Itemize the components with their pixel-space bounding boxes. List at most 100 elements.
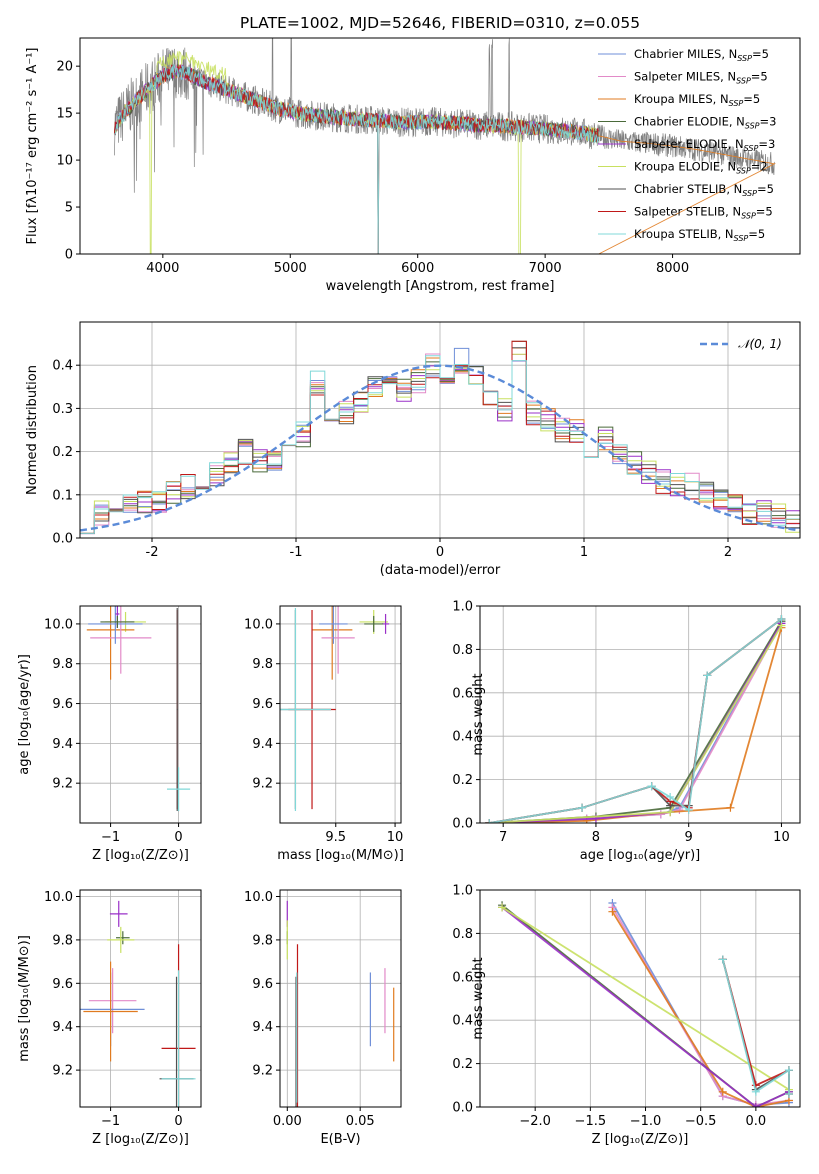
series-kroupa-elodie xyxy=(489,625,783,823)
y-tick-label: 9.4 xyxy=(252,737,273,752)
y-tick-label: 0 xyxy=(65,248,73,263)
x-tick-label: 0 xyxy=(174,1114,182,1129)
x-tick-label: 5000 xyxy=(274,261,307,276)
y-tick-label: 9.8 xyxy=(52,933,73,948)
y-tick-label: 0.8 xyxy=(452,643,473,658)
x-axis-label: age [log₁₀(age/yr)] xyxy=(580,848,701,863)
axes-frame xyxy=(279,605,402,824)
errorbar-chabrier-stelib xyxy=(176,607,178,812)
y-tick-label: 1.0 xyxy=(452,884,473,899)
y-tick-label: 9.6 xyxy=(52,697,73,712)
y-tick-label: 9.2 xyxy=(252,777,273,792)
errorbar-salpeter-elodie xyxy=(382,613,390,634)
series-point xyxy=(784,1089,793,1098)
plot-area-mass_vs_EBV xyxy=(286,900,395,1107)
y-tick-label: 20 xyxy=(56,60,73,75)
y-tick-label: 9.8 xyxy=(252,933,273,948)
legend-label-part: Salpeter STELIB, N xyxy=(634,205,741,219)
y-tick-label: 0.4 xyxy=(452,1014,473,1029)
plot-area-massweight_vs_age xyxy=(485,615,786,823)
y-tick-label: 10 xyxy=(56,154,73,169)
x-tick-label: −0.5 xyxy=(685,1114,717,1129)
legend-label: Kroupa ELODIE, NSSP=2 xyxy=(634,160,768,176)
legend-label: Salpeter STELIB, NSSP=5 xyxy=(634,205,773,221)
y-tick-label: 5 xyxy=(65,201,73,216)
x-tick-label: 0.05 xyxy=(346,1114,375,1129)
y-tick-label: 0.4 xyxy=(52,359,73,374)
errorbar-kroupa-stelib xyxy=(280,607,332,812)
axes-frame xyxy=(79,889,202,1108)
errorbar-chabrier-elodie xyxy=(116,931,130,945)
y-tick-label: 9.4 xyxy=(52,1020,73,1035)
legend-label-part: =5 xyxy=(748,227,765,241)
axes-frame xyxy=(79,605,202,824)
y-tick-label: 10.0 xyxy=(44,617,73,632)
legend-label-part: SSP xyxy=(734,234,749,243)
series-point xyxy=(582,816,591,823)
x-tick-label: 1 xyxy=(580,545,588,560)
y-tick-label: 10.0 xyxy=(244,617,273,632)
legend-label: Chabrier MILES, NSSP=5 xyxy=(634,47,769,63)
errorbar-kroupa-stelib xyxy=(161,970,196,1107)
legend-label: 𝒩(0, 1) xyxy=(738,337,782,351)
errorbar-salpeter-miles xyxy=(321,606,355,674)
x-tick-label: -2 xyxy=(146,545,159,560)
legend-label-part: SSP xyxy=(744,144,759,153)
x-tick-label: 10 xyxy=(387,830,404,845)
legend-label-part: Chabrier STELIB, N xyxy=(634,182,742,196)
x-tick-label: 0.00 xyxy=(273,1114,302,1129)
x-axis-label: mass [log₁₀(M/M⊙)] xyxy=(277,848,404,863)
errorbar-salpeter-elodie xyxy=(109,900,128,927)
panel-residuals: -2 -1 0 1 2 0.0 0.1 0.2 0.3 0.4 (data-model)/error… xyxy=(25,321,801,578)
y-tick-label: 9.2 xyxy=(252,1064,273,1079)
series-point xyxy=(498,903,507,912)
y-tick-label: 0.2 xyxy=(452,1057,473,1072)
y-tick-label: 0.6 xyxy=(452,970,473,985)
legend-label-part: Kroupa MILES, N xyxy=(634,92,729,106)
panel-massweight_vs_Z: −2.0 −1.5 −1.0 −0.5 0.0 0.0 0.2 0.4 0.6 0.8 1.0 Z [… xyxy=(452,884,801,1147)
y-tick-label: 0.3 xyxy=(52,402,73,417)
x-tick-label: 4000 xyxy=(146,261,179,276)
y-tick-label: 0.0 xyxy=(52,532,73,547)
y-tick-label: 9.4 xyxy=(52,737,73,752)
y-tick-label: 0.2 xyxy=(52,445,73,460)
series-point xyxy=(675,805,684,814)
series-point xyxy=(751,1087,760,1096)
legend-label-part: =5 xyxy=(751,70,768,84)
y-tick-label: 0.1 xyxy=(52,488,73,503)
plot-area-age_vs_Z xyxy=(86,606,191,812)
errorbar-kroupa-miles xyxy=(83,961,138,1062)
y-tick-label: 9.6 xyxy=(252,977,273,992)
x-axis-label: Z [log₁₀(Z/Z⊙)] xyxy=(592,1132,689,1147)
series-point xyxy=(718,955,727,964)
plot-area-spectrum xyxy=(113,38,776,254)
x-axis-label: wavelength [Angstrom, rest frame] xyxy=(326,279,555,294)
x-tick-label: 8 xyxy=(592,830,600,845)
legend-label-part: SSP xyxy=(729,99,744,108)
series-point xyxy=(751,1103,760,1107)
legend-label-part: Kroupa ELODIE, N xyxy=(634,160,736,174)
panel-age_vs_Z: −1 0 9.2 9.4 9.6 9.8 10.0 Z [log₁₀(Z/Z⊙)] age [l… xyxy=(17,605,202,863)
legend-label: Kroupa STELIB, NSSP=5 xyxy=(634,227,765,243)
y-tick-label: 9.6 xyxy=(52,977,73,992)
x-tick-label: 0 xyxy=(174,830,182,845)
legend-label: Kroupa MILES, NSSP=5 xyxy=(634,92,760,108)
y-tick-label: 15 xyxy=(56,107,73,122)
x-axis-label: (data-model)/error xyxy=(380,563,501,578)
y-tick-label: 0.0 xyxy=(452,1101,473,1116)
model-spectrum-kroupa-stelib xyxy=(114,64,599,254)
y-tick-label: 9.4 xyxy=(252,1020,273,1035)
legend-label-part: =5 xyxy=(743,92,760,106)
legend-label-part: SSP xyxy=(737,54,752,63)
errorbar-kroupa-stelib xyxy=(167,767,191,812)
series-point xyxy=(578,803,587,812)
panel-age_vs_mass: 9.5 10 9.2 9.4 9.6 9.8 10.0 mass [log₁₀(M/M⊙)] xyxy=(244,605,404,863)
legend-label-part: SSP xyxy=(736,167,751,176)
x-tick-label: -1 xyxy=(290,545,303,560)
x-tick-label: −1 xyxy=(101,1114,120,1129)
series-point xyxy=(656,810,665,819)
panel-massweight_vs_age: 7 8 9 10 0.0 0.2 0.4 0.6 0.8 1.0 age [log₁₀(age/yr… xyxy=(452,600,801,863)
x-tick-label: 7000 xyxy=(529,261,562,276)
normal-curve xyxy=(80,364,800,532)
